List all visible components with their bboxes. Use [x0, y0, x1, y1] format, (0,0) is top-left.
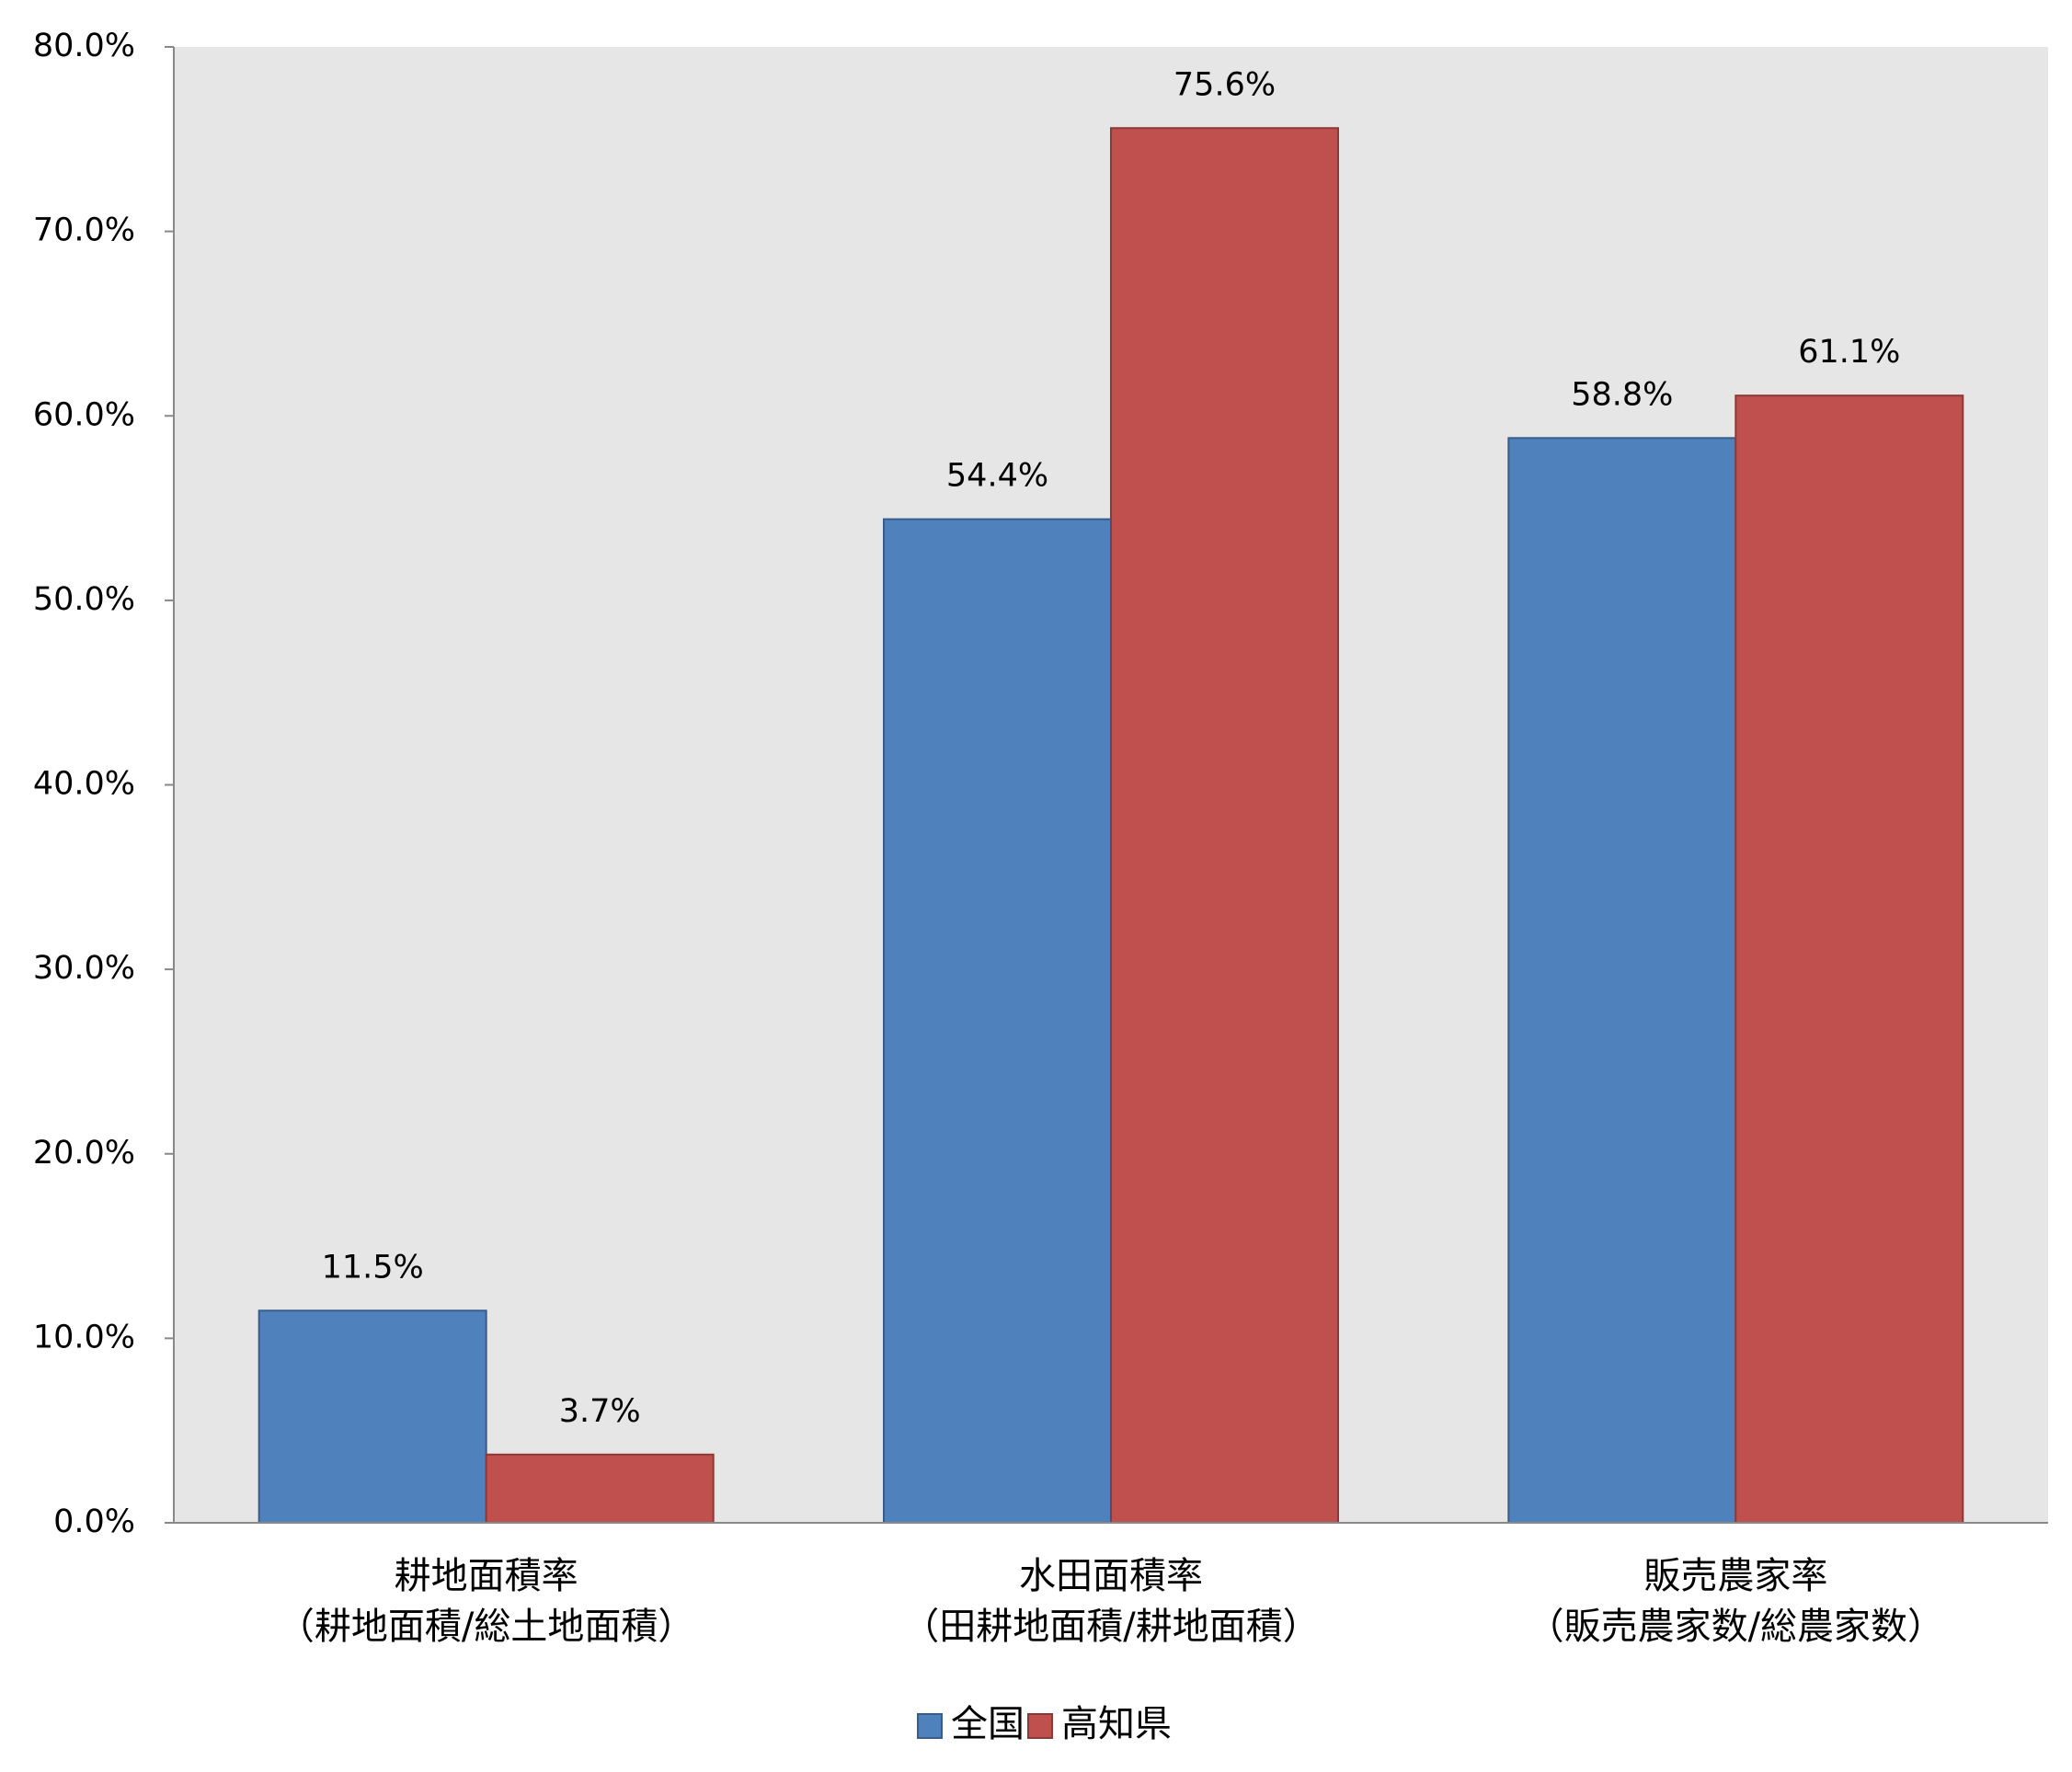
- y-tick-label: 70.0%: [33, 212, 135, 249]
- value-label: 3.7%: [559, 1393, 641, 1430]
- y-tick-label: 40.0%: [33, 766, 135, 803]
- bar: [1110, 127, 1339, 1524]
- y-tick-label: 60.0%: [33, 396, 135, 433]
- bar: [1734, 394, 1964, 1524]
- legend-swatch: [917, 1713, 943, 1739]
- bar: [883, 518, 1112, 1524]
- bar: [485, 1453, 715, 1525]
- legend-label: 全国: [951, 1703, 1025, 1745]
- value-label: 58.8%: [1571, 376, 1673, 413]
- value-label: 75.6%: [1173, 66, 1276, 103]
- x-tick-label: （田耕地面積/耕地面積）: [902, 1606, 1319, 1648]
- x-tick-label: （販売農家数/総農家数）: [1528, 1606, 1944, 1648]
- value-label: 54.4%: [946, 458, 1048, 495]
- y-tick-label: 0.0%: [53, 1503, 135, 1540]
- x-tick-label: 耕地面積率: [395, 1555, 578, 1597]
- legend-swatch: [1027, 1713, 1053, 1739]
- y-tick-label: 80.0%: [33, 28, 135, 64]
- y-tick-label: 50.0%: [33, 581, 135, 618]
- value-label: 11.5%: [322, 1249, 424, 1286]
- x-tick-label: （耕地面積/総土地面積）: [278, 1606, 694, 1648]
- y-tick-label: 10.0%: [33, 1319, 135, 1355]
- legend-label: 高知県: [1061, 1703, 1172, 1745]
- bar: [1507, 437, 1737, 1525]
- x-tick-label: 水田面積率: [1019, 1555, 1203, 1597]
- bar: [258, 1309, 487, 1524]
- y-tick-label: 30.0%: [33, 950, 135, 987]
- x-tick-label: 販売農家率: [1643, 1555, 1827, 1597]
- y-tick-label: 20.0%: [33, 1135, 135, 1172]
- value-label: 61.1%: [1798, 334, 1900, 371]
